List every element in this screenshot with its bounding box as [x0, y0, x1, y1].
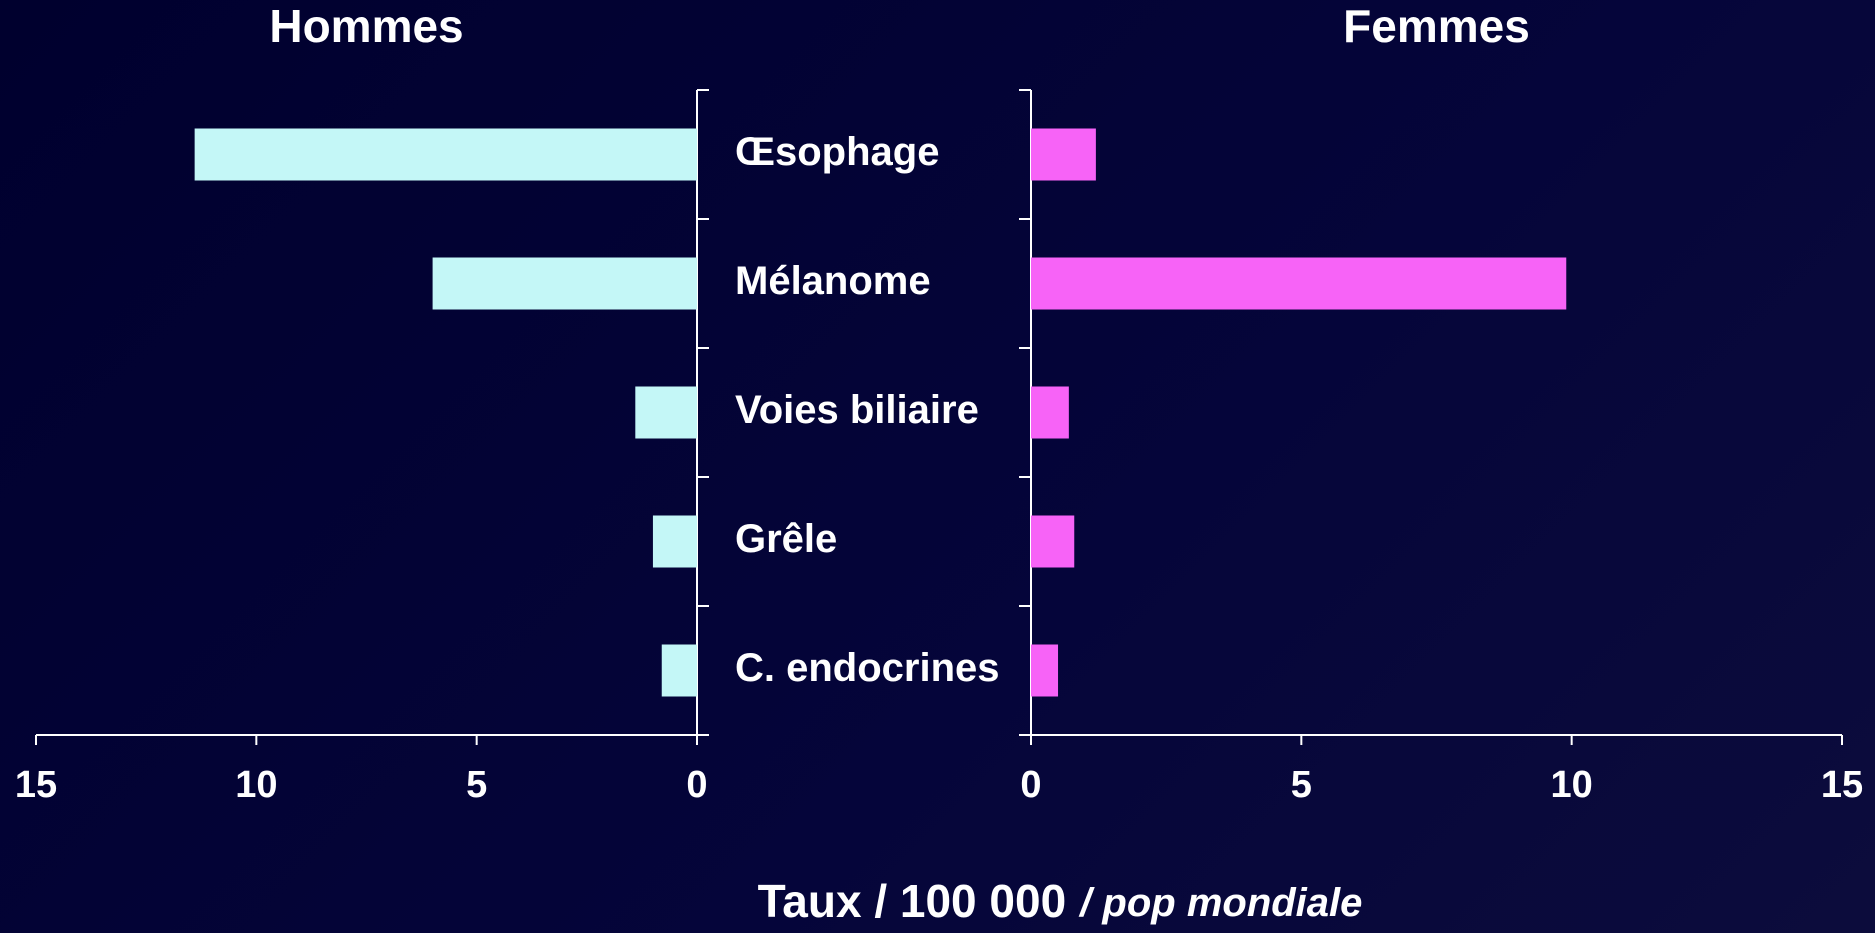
category-label: C. endocrines [735, 646, 1000, 690]
x-tick-label: 15 [15, 764, 57, 806]
bar [1031, 386, 1069, 439]
category-label: Mélanome [735, 259, 931, 303]
x-tick-label: 0 [686, 764, 707, 806]
bar [432, 257, 697, 310]
bar [1031, 257, 1567, 310]
x-axis-label-note: / pop mondiale [1078, 881, 1362, 925]
x-tick-label: 10 [235, 764, 277, 806]
x-tick-label: 10 [1551, 764, 1593, 806]
x-tick-label: 0 [1020, 764, 1041, 806]
category-label: Voies biliaire [735, 388, 979, 432]
bar [194, 128, 697, 181]
bar [1031, 644, 1059, 697]
category-label: Grêle [735, 517, 837, 561]
x-axis-label: Taux / 100 000/ pop mondiale [758, 875, 1363, 927]
category-label: Œsophage [735, 130, 939, 174]
x-tick-label: 5 [466, 764, 487, 806]
bar [1031, 128, 1096, 181]
bar [1031, 515, 1075, 568]
x-tick-label: 5 [1291, 764, 1312, 806]
bar [661, 644, 697, 697]
bar [652, 515, 697, 568]
x-axis-label-main: Taux / 100 000 [758, 875, 1067, 927]
panel-title: Hommes [269, 0, 463, 52]
panel-title: Femmes [1343, 0, 1530, 52]
bar [635, 386, 697, 439]
x-tick-label: 15 [1821, 764, 1863, 806]
